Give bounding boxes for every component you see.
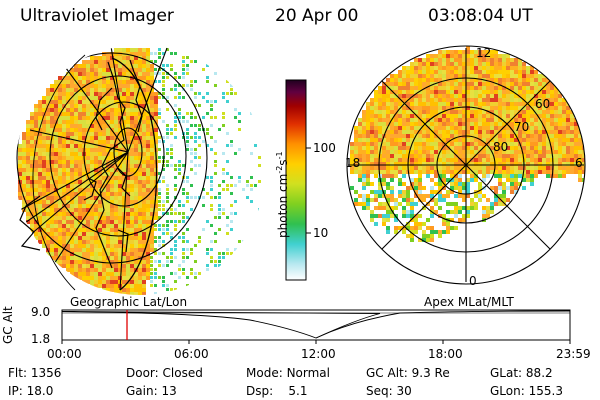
mlt-label-0: 0	[469, 274, 477, 288]
mlat-label-70: 70	[514, 120, 530, 134]
terminator-line	[111, 57, 158, 291]
timeline-xtick-1800: 18:00	[428, 347, 463, 361]
image-time: 03:08:04 UT	[428, 6, 533, 26]
unit-exp-cm: -2	[275, 165, 284, 174]
info-mode: Mode: Normal	[246, 366, 330, 380]
timeline-xtick-2359: 23:59	[556, 347, 591, 361]
mlat-label-80: 80	[493, 140, 509, 154]
timeline-xtick-1200: 12:00	[301, 347, 336, 361]
unit-s: s	[276, 159, 290, 166]
info-ip: IP: 18.0	[8, 384, 54, 398]
altitude-timeline	[61, 309, 571, 344]
unit-base: photon cm	[276, 173, 290, 238]
polar-grid	[346, 45, 586, 285]
unit-exp-s: -1	[275, 151, 284, 160]
timeline-xtick-0000: 00:00	[47, 347, 82, 361]
instrument-title: Ultraviolet Imager	[20, 6, 174, 26]
colorbar-tick-10: 10	[313, 226, 329, 240]
info-door: Door: Closed	[126, 366, 203, 380]
timeline-ytick-1.8: 1.8	[31, 332, 51, 346]
info-dsp: Dsp: 5.1	[246, 384, 308, 398]
mlat-label-60: 60	[535, 97, 551, 111]
geographic-image	[15, 45, 261, 295]
left-emission-pixels	[18, 48, 261, 295]
mlt-label-6: 6	[575, 156, 583, 170]
colorbar-unit-label: photon cm-2s-1	[275, 151, 290, 238]
info-gcalt: GC Alt: 9.3 Re	[366, 366, 450, 380]
left-frame-label: Geographic Lat/Lon	[70, 295, 188, 309]
colorbar-tick-100: 100	[313, 141, 336, 155]
mlt-label-12: 12	[476, 46, 492, 60]
timeline-ylabel: GC Alt	[1, 306, 15, 344]
polar-image	[346, 45, 586, 285]
limb-arc	[32, 54, 86, 291]
info-seq: Seq: 30	[366, 384, 412, 398]
info-flt: Flt: 1356	[8, 366, 62, 380]
timeline-ytick-9: 9.0	[31, 305, 51, 319]
right-frame-label: Apex MLat/MLT	[424, 295, 514, 309]
image-date: 20 Apr 00	[275, 6, 359, 26]
mlt-label-18: 18	[345, 156, 361, 170]
colorbar	[285, 79, 311, 281]
info-gain: Gain: 13	[126, 384, 177, 398]
coastlines	[19, 59, 143, 269]
info-glat: GLat: 88.2	[490, 366, 553, 380]
info-glon: GLon: 155.3	[490, 384, 563, 398]
timeline-xtick-0600: 06:00	[174, 347, 209, 361]
